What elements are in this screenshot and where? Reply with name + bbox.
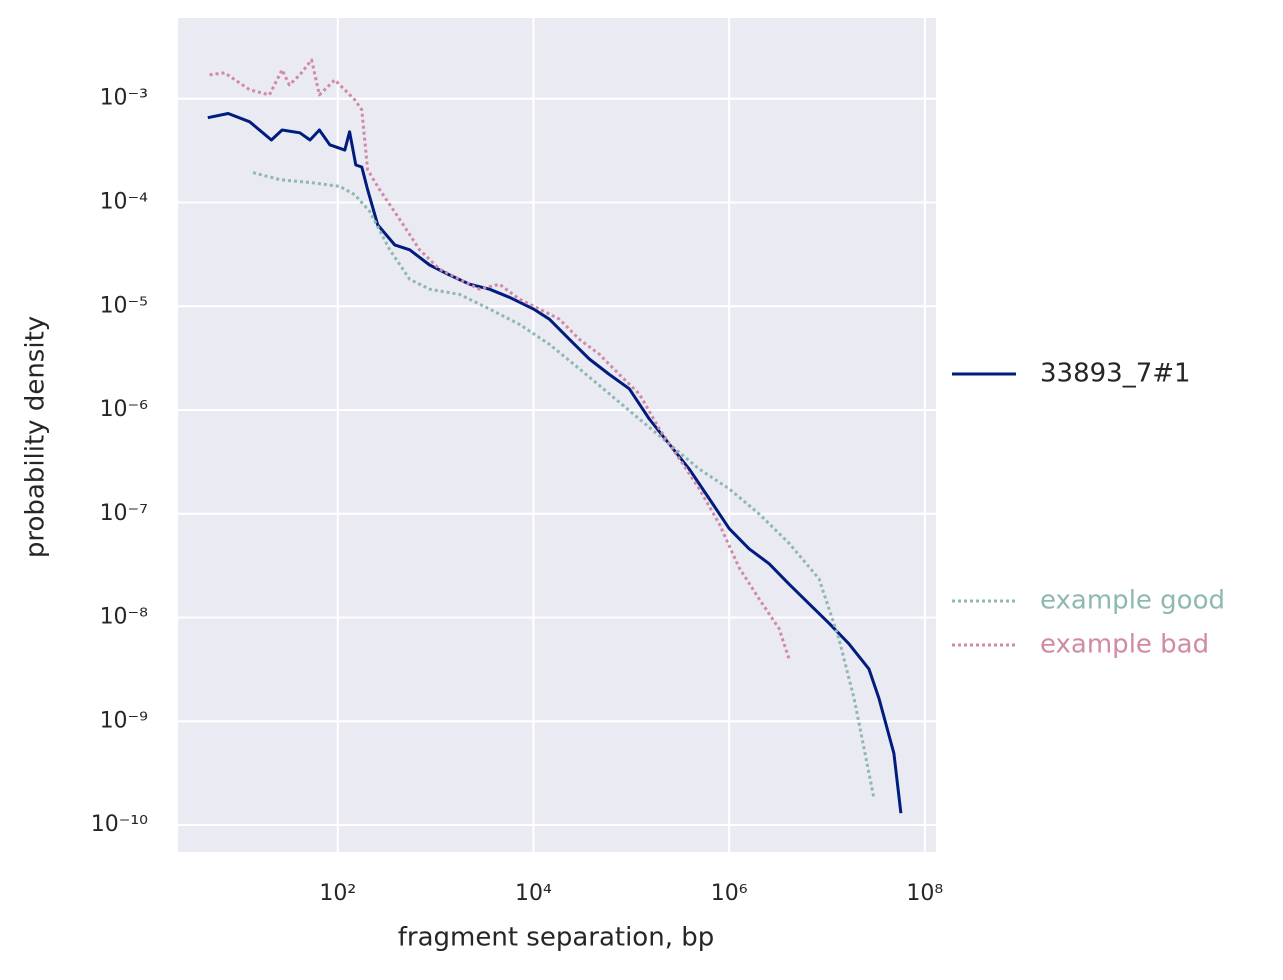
y-tick-label: 10⁻⁷ — [100, 501, 148, 526]
y-tick-label: 10⁻³ — [100, 86, 148, 111]
y-tick-label: 10⁻⁵ — [100, 293, 148, 318]
legend-label: example good — [1040, 586, 1225, 616]
x-tick-label: 10⁴ — [515, 881, 552, 906]
x-axis-label: fragment separation, bp — [398, 923, 714, 953]
x-tick-label: 10⁸ — [906, 881, 943, 906]
data-line — [252, 171, 876, 799]
grid — [178, 18, 936, 852]
plot-area — [178, 18, 936, 852]
y-tick-label: 10⁻⁶ — [100, 397, 149, 422]
legend-label: example bad — [1040, 630, 1209, 660]
y-tick-label: 10⁻⁸ — [100, 605, 149, 630]
data-line — [209, 58, 791, 660]
y-tick-label: 10⁻⁹ — [100, 708, 148, 733]
y-tick-label: 10⁻¹⁰ — [91, 812, 148, 837]
lines — [207, 58, 903, 814]
legend-label: 33893_7#1 — [1040, 359, 1191, 389]
x-tick-label: 10² — [319, 881, 356, 906]
y-tick-label: 10⁻⁴ — [100, 190, 149, 215]
data-line — [207, 112, 903, 814]
y-axis-label: probability density — [21, 316, 51, 558]
x-tick-label: 10⁶ — [711, 881, 748, 906]
